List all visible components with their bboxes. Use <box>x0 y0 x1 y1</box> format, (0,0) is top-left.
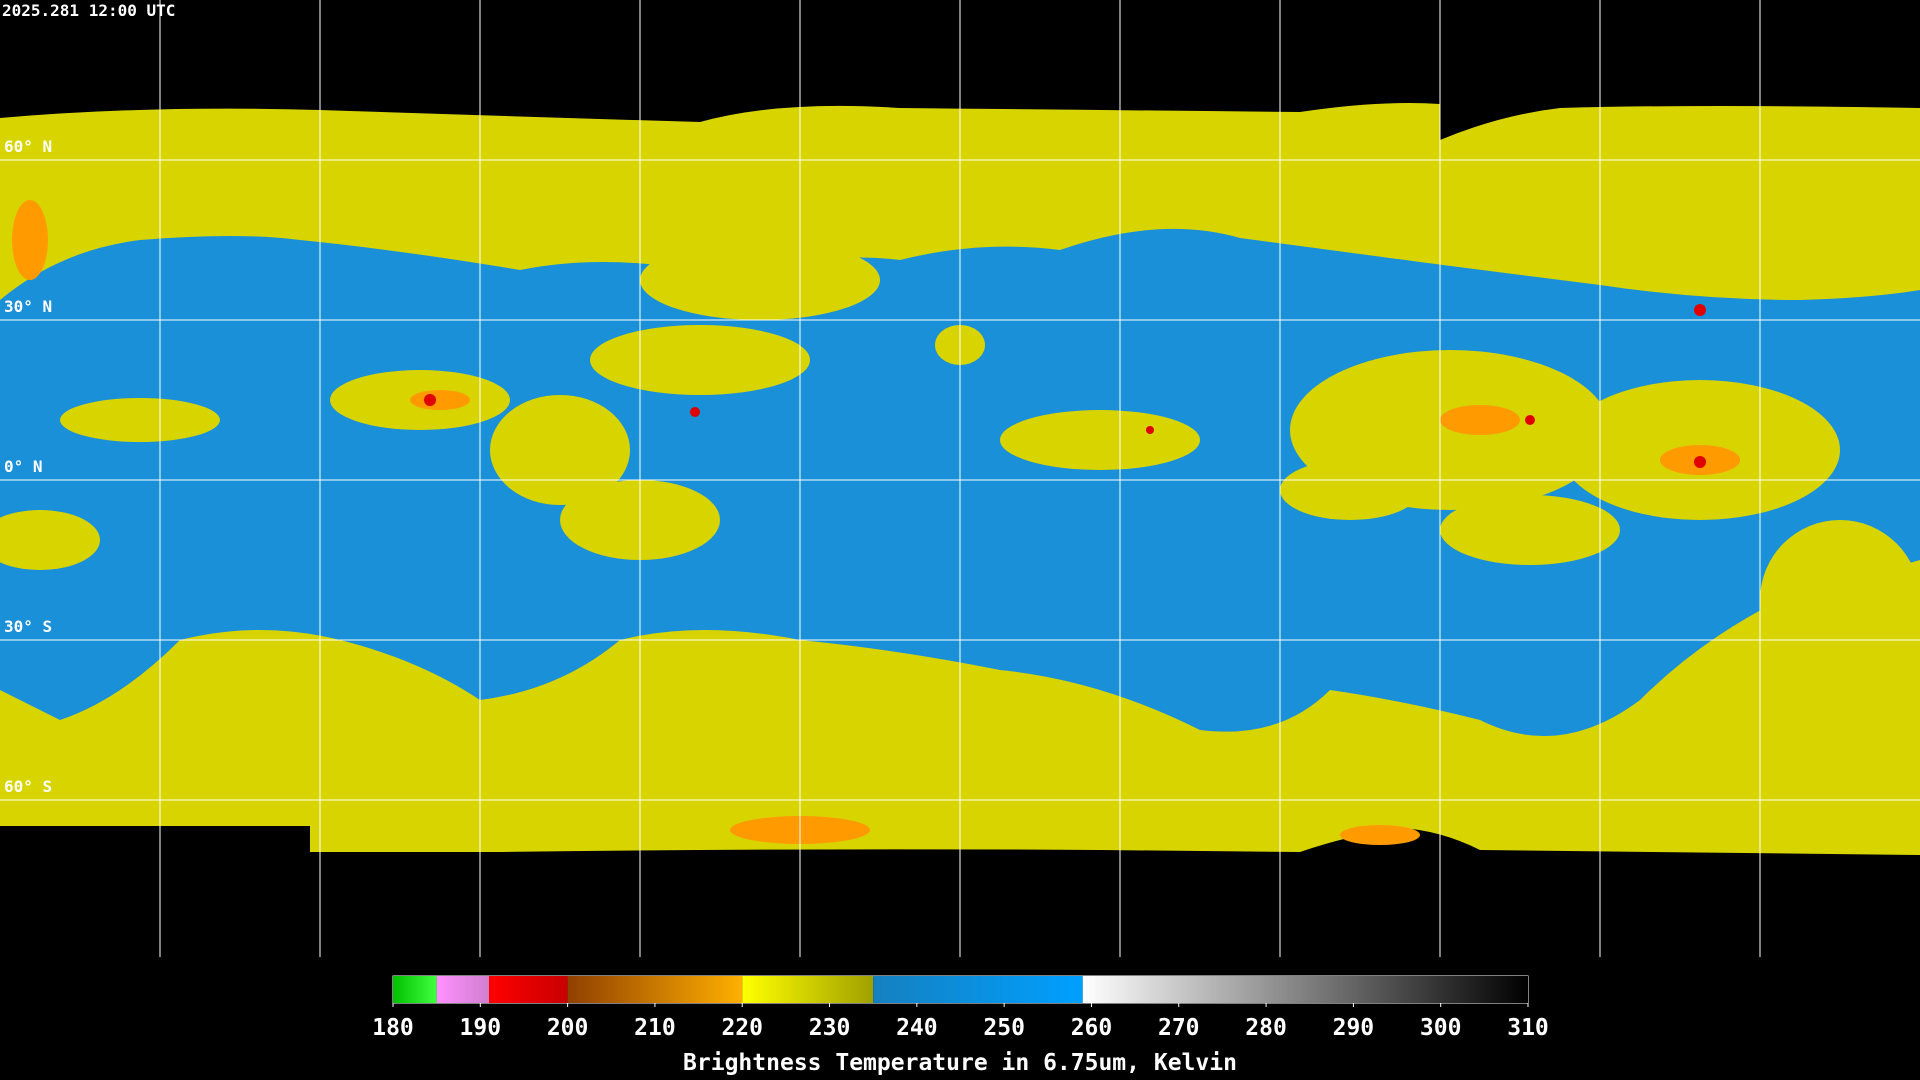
colorbar-segment <box>489 976 568 1003</box>
deep-convection <box>424 304 1706 468</box>
colorbar-tick-label: 260 <box>1071 1015 1113 1041</box>
colorbar-segment <box>873 976 1083 1003</box>
colorbar-tick-label: 300 <box>1420 1015 1462 1041</box>
colorbar-tick-label: 220 <box>721 1015 763 1041</box>
longitude-lines <box>159 0 1761 957</box>
timestamp: 2025.281 12:00 UTC <box>2 1 175 20</box>
colorbar-segment <box>393 976 437 1003</box>
latitude-label: 30° N <box>4 297 52 316</box>
colorbar-tick-label: 240 <box>896 1015 938 1041</box>
latitude-label: 60° S <box>4 777 52 796</box>
latitude-label: 0° N <box>4 457 43 476</box>
latitude-label: 30° S <box>4 617 52 636</box>
colorbar-label: Brightness Temperature in 6.75um, Kelvin <box>683 1050 1237 1076</box>
colorbar-segment <box>1082 976 1528 1003</box>
cold-tops <box>12 200 1740 845</box>
colorbar-segment <box>567 976 743 1003</box>
graticule <box>0 0 1920 957</box>
colorbar-tick-label: 280 <box>1245 1015 1287 1041</box>
colorbar-segment <box>742 976 874 1003</box>
colorbar-tick-label: 310 <box>1507 1015 1549 1041</box>
colorbar-segment <box>436 976 490 1003</box>
colorbar-tick-label: 290 <box>1333 1015 1375 1041</box>
colorbar-tick-label: 210 <box>634 1015 676 1041</box>
colorbar-tick-label: 200 <box>547 1015 589 1041</box>
cloud-clusters <box>0 240 1920 680</box>
colorbar-tick-label: 250 <box>983 1015 1025 1041</box>
latitude-label: 60° N <box>4 137 52 156</box>
colorbar-tick-label: 270 <box>1158 1015 1200 1041</box>
colorbar-tick-label: 230 <box>809 1015 851 1041</box>
colorbar-tick-label: 190 <box>460 1015 502 1041</box>
colorbar-tick-label: 180 <box>372 1015 414 1041</box>
